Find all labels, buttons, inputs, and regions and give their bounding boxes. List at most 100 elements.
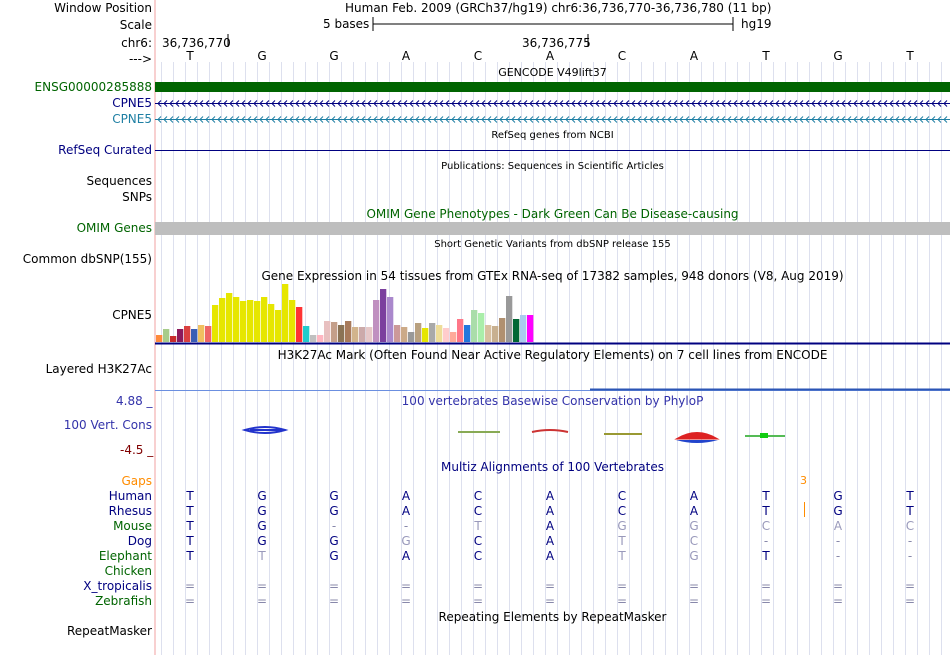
gtex-tissue-bar[interactable] xyxy=(450,332,457,342)
omim-label[interactable]: OMIM Genes xyxy=(76,221,152,235)
refseq-label[interactable]: RefSeq Curated xyxy=(58,143,152,157)
cpne5-strand-arrows-2 xyxy=(157,116,948,123)
gtex-tissue-bar[interactable] xyxy=(394,325,401,342)
strand-arrow xyxy=(283,116,288,123)
gtex-tissue-bar[interactable] xyxy=(401,327,408,342)
gtex-tissue-bar[interactable] xyxy=(282,284,289,342)
gtex-tissue-bar[interactable] xyxy=(226,293,233,342)
species-label[interactable]: Human xyxy=(108,489,152,503)
gtex-tissue-bar[interactable] xyxy=(499,318,506,342)
gtex-tissue-bar[interactable] xyxy=(527,315,534,342)
gtex-tissue-bar[interactable] xyxy=(331,322,338,342)
gtex-tissue-bar[interactable] xyxy=(247,300,254,342)
repeatmasker-label[interactable]: RepeatMasker xyxy=(66,624,152,638)
strand-arrow xyxy=(895,116,900,123)
species-label[interactable]: X_tropicalis xyxy=(83,579,152,593)
gtex-tissue-bar[interactable] xyxy=(436,325,443,342)
h3k27ac-label[interactable]: Layered H3K27Ac xyxy=(45,362,152,376)
aligned-base: - xyxy=(835,549,841,563)
gtex-tissue-bar[interactable] xyxy=(219,298,226,342)
gtex-tissue-bar[interactable] xyxy=(254,301,261,342)
gtex-tissue-bar[interactable] xyxy=(513,319,520,342)
cpne5-label-1[interactable]: CPNE5 xyxy=(112,96,152,110)
gtex-tissue-bar[interactable] xyxy=(478,313,485,342)
gtex-tissue-bar[interactable] xyxy=(324,321,331,342)
strand-arrow xyxy=(655,116,660,123)
ensg-gene-block[interactable] xyxy=(155,82,950,92)
gtex-tissue-bar[interactable] xyxy=(471,310,478,342)
gtex-tissue-bar[interactable] xyxy=(373,300,380,342)
gtex-tissue-bar[interactable] xyxy=(205,326,212,342)
gtex-tissue-bar[interactable] xyxy=(464,325,471,342)
strand-arrow xyxy=(361,116,366,123)
strand-arrow xyxy=(871,100,876,107)
gtex-tissue-bar[interactable] xyxy=(492,326,499,342)
gtex-tissue-bar[interactable] xyxy=(191,329,198,342)
gtex-label[interactable]: CPNE5 xyxy=(112,308,152,322)
strand-arrow xyxy=(937,116,942,123)
ruler-coord-2: 36,736,775 xyxy=(522,36,591,50)
gtex-tissue-bar[interactable] xyxy=(289,300,296,342)
strand-arrow xyxy=(571,100,576,107)
gtex-tissue-bar[interactable] xyxy=(506,296,513,342)
gtex-tissue-bar[interactable] xyxy=(184,326,191,342)
species-label[interactable]: Chicken xyxy=(104,564,152,578)
aligned-base: G xyxy=(257,534,267,548)
strand-arrow xyxy=(727,116,732,123)
species-label[interactable]: Zebrafish xyxy=(95,594,152,608)
gtex-tissue-bar[interactable] xyxy=(275,310,282,342)
gtex-tissue-bar[interactable] xyxy=(268,304,275,342)
gtex-tissue-bar[interactable] xyxy=(212,305,219,342)
strand-arrow xyxy=(943,116,948,123)
gtex-tissue-bar[interactable] xyxy=(408,332,415,342)
gtex-tissue-bar[interactable] xyxy=(359,327,366,342)
gtex-tissue-bar[interactable] xyxy=(345,321,352,342)
gtex-tissue-bar[interactable] xyxy=(415,323,422,342)
species-label[interactable]: Elephant xyxy=(98,549,152,563)
gtex-tissue-bar[interactable] xyxy=(457,319,464,342)
gtex-tissue-bar[interactable] xyxy=(240,301,247,342)
gtex-tissue-bar[interactable] xyxy=(387,297,394,342)
gaps-label[interactable]: Gaps xyxy=(121,474,152,488)
gtex-tissue-bar[interactable] xyxy=(338,325,345,342)
gtex-tissue-bar[interactable] xyxy=(485,325,492,342)
strand-arrow xyxy=(397,116,402,123)
strand-arrow xyxy=(229,100,234,107)
gtex-tissue-bar[interactable] xyxy=(177,329,184,342)
sequences-label[interactable]: Sequences xyxy=(86,174,152,188)
cpne5-label-2[interactable]: CPNE5 xyxy=(112,112,152,126)
gtex-tissue-bar[interactable] xyxy=(352,327,359,342)
gtex-tissue-bar[interactable] xyxy=(296,307,303,342)
species-label[interactable]: Mouse xyxy=(113,519,152,533)
species-label[interactable]: Dog xyxy=(127,534,152,548)
aligned-base: C xyxy=(473,549,483,563)
gtex-tissue-bar[interactable] xyxy=(429,323,436,342)
gtex-tissue-bar[interactable] xyxy=(198,325,205,342)
aligned-base: - xyxy=(403,519,409,533)
gtex-tissue-bar[interactable] xyxy=(303,326,310,342)
gtex-tissue-bar[interactable] xyxy=(233,297,240,342)
strand-arrow xyxy=(565,100,570,107)
strand-arrow xyxy=(907,100,912,107)
gtex-tissue-bar[interactable] xyxy=(310,335,317,342)
gtex-tissue-bar[interactable] xyxy=(443,328,450,342)
strand-arrow xyxy=(691,100,696,107)
dbsnp-label[interactable]: Common dbSNP(155) xyxy=(22,252,152,266)
cons-label[interactable]: 100 Vert. Cons xyxy=(63,418,152,432)
gtex-tissue-bar[interactable] xyxy=(170,336,177,342)
gtex-tissue-bar[interactable] xyxy=(317,335,324,342)
omim-gene-bar[interactable] xyxy=(155,222,950,235)
gtex-tissue-bar[interactable] xyxy=(366,327,373,342)
strand-arrow xyxy=(745,100,750,107)
gtex-tissue-bar[interactable] xyxy=(520,315,527,342)
gtex-tissue-bar[interactable] xyxy=(380,289,387,342)
gtex-tissue-bar[interactable] xyxy=(261,297,268,342)
gtex-tissue-bar[interactable] xyxy=(422,328,429,342)
gtex-tissue-bar[interactable] xyxy=(156,335,163,342)
ensg-label[interactable]: ENSG00000285888 xyxy=(34,80,152,94)
gtex-tissue-bar[interactable] xyxy=(163,329,170,342)
snps-label[interactable]: SNPs xyxy=(122,190,152,204)
aligned-base: = xyxy=(400,579,412,593)
strand-arrow xyxy=(283,100,288,107)
species-label[interactable]: Rhesus xyxy=(108,504,152,518)
